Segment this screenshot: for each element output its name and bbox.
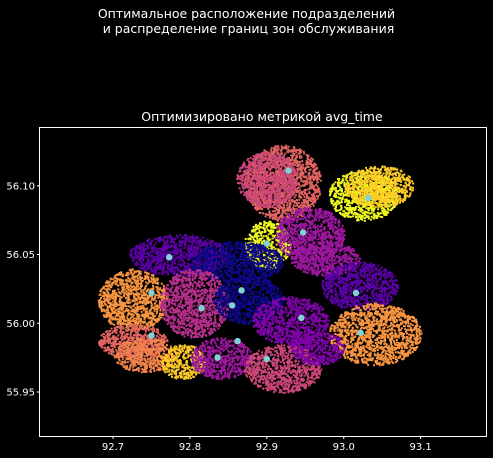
unit-location-1 xyxy=(365,194,372,202)
unit-location-11 xyxy=(148,332,155,339)
x-tick-label-3: 93.0 xyxy=(333,442,355,453)
unit-location-10 xyxy=(298,314,305,321)
unit-location-5 xyxy=(148,289,155,297)
x-tick-label-2: 92.9 xyxy=(256,442,278,453)
service-zone-12 xyxy=(252,296,331,346)
service-zones xyxy=(97,144,423,394)
axis-ticks: 92.7 92.8 92.9 93.0 93.1 55.95 56.00 56.05 56.10 xyxy=(6,181,431,453)
y-tick-label-1: 56.00 xyxy=(6,319,35,330)
unit-location-9 xyxy=(198,304,205,312)
unit-locations xyxy=(148,167,372,363)
unit-location-7 xyxy=(352,289,360,297)
service-zone-3 xyxy=(344,165,415,209)
unit-location-0 xyxy=(285,167,292,174)
unit-location-15 xyxy=(263,355,270,363)
x-tick-label-0: 92.7 xyxy=(102,442,124,453)
y-tick-label-2: 56.05 xyxy=(6,250,35,261)
unit-location-2 xyxy=(299,229,307,236)
unit-location-12 xyxy=(357,329,364,337)
service-zone-16 xyxy=(113,337,176,374)
x-tick-label-1: 92.8 xyxy=(179,442,201,453)
axes-title: Оптимизировано метрикой avg_time xyxy=(141,109,383,124)
unit-location-8 xyxy=(229,302,236,309)
service-zone-1 xyxy=(236,151,299,209)
suptitle-line-2: и распределение границ зон обслуживания xyxy=(98,21,395,36)
service-zone-20 xyxy=(290,330,346,367)
plot-frame xyxy=(39,127,487,437)
unit-location-3 xyxy=(263,240,270,247)
service-zone-9 xyxy=(97,268,169,332)
unit-location-4 xyxy=(166,254,173,261)
unit-location-14 xyxy=(214,354,221,361)
unit-location-13 xyxy=(234,337,241,345)
figure-suptitle: Оптимальное расположение подразделений и… xyxy=(0,6,493,36)
x-tick-label-4: 93.1 xyxy=(410,442,432,453)
unit-location-6 xyxy=(238,287,245,294)
suptitle-line-1: Оптимальное расположение подразделений xyxy=(97,6,396,21)
service-zone-14 xyxy=(328,302,423,367)
service-zone-19 xyxy=(244,344,323,394)
y-tick-label-0: 55.95 xyxy=(6,388,35,399)
service-zone-10 xyxy=(159,269,231,339)
y-tick-label-3: 56.10 xyxy=(6,181,35,192)
service-zone-8 xyxy=(190,240,284,284)
